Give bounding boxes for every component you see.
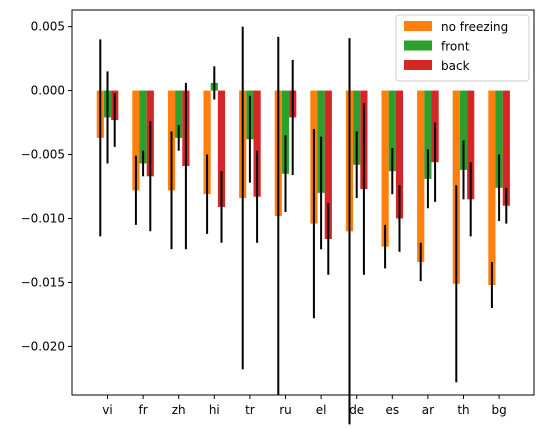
legend-label-no-freezing: no freezing xyxy=(441,20,508,34)
x-tick-label-hi: hi xyxy=(209,403,220,417)
bar-back-el xyxy=(324,90,332,239)
bar-back-bg xyxy=(502,90,510,206)
error-bars-layer xyxy=(99,26,508,425)
bar-front-ru xyxy=(281,90,290,174)
bar-front-de xyxy=(353,90,361,165)
y-tick-label: −0.010 xyxy=(21,211,65,225)
legend-swatch-no-freezing xyxy=(404,21,432,31)
x-tick-label-tr: tr xyxy=(245,403,255,417)
x-tick-label-vi: vi xyxy=(102,403,112,417)
bar-back-tr xyxy=(253,90,261,197)
legend-label-back: back xyxy=(441,59,470,73)
x-tick-label-th: th xyxy=(457,403,469,417)
legend-swatch-front xyxy=(404,40,432,51)
bar-front-bg xyxy=(495,90,503,188)
x-tick-label-fr: fr xyxy=(139,403,148,417)
x-tick-label-ru: ru xyxy=(279,403,292,417)
bar-front-th xyxy=(459,90,468,170)
bar-back-es xyxy=(395,90,404,219)
y-tick-label: −0.005 xyxy=(21,148,65,162)
y-tick-label: 0.005 xyxy=(31,20,65,34)
bar-back-th xyxy=(467,90,475,200)
plot-frame xyxy=(71,9,535,396)
x-tick-label-el: el xyxy=(316,403,327,417)
bar-no-freezing-hi xyxy=(203,90,211,195)
y-tick-label: −0.015 xyxy=(21,275,65,289)
x-tick-label-zh: zh xyxy=(172,403,186,417)
y-tick-label: −0.020 xyxy=(21,339,65,353)
bar-front-zh xyxy=(175,90,183,138)
bar-no-freezing-ar xyxy=(417,90,425,262)
x-tick-label-de: de xyxy=(349,403,364,417)
legend-swatch-back xyxy=(404,60,432,70)
bar-no-freezing-bg xyxy=(488,90,496,285)
bar-front-es xyxy=(388,90,396,172)
bar-front-ar xyxy=(424,90,432,179)
legend: no freezing front back xyxy=(395,14,530,82)
bar-back-hi xyxy=(217,90,226,207)
legend-label-front: front xyxy=(441,40,470,54)
y-tick-label: 0.000 xyxy=(31,84,65,98)
x-tick-label-es: es xyxy=(385,403,399,417)
x-axis: vi fr zh hi tr ru el de es ar th bg xyxy=(102,395,507,417)
bars-layer xyxy=(96,82,510,285)
bar-no-freezing-es xyxy=(381,90,389,247)
y-axis: 0.005 0.000 −0.005 −0.010 −0.015 −0.020 xyxy=(21,20,72,353)
x-tick-label-bg: bg xyxy=(491,403,506,417)
x-tick-label-ar: ar xyxy=(422,403,434,417)
bar-front-fr xyxy=(139,90,147,164)
bar-no-freezing-fr xyxy=(132,90,140,191)
